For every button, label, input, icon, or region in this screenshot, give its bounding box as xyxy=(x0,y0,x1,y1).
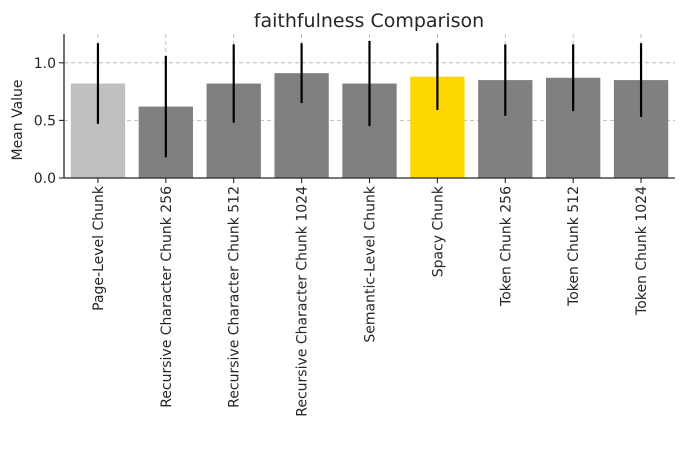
x-tick-label: Page-Level Chunk xyxy=(91,185,107,311)
x-tick-label: Token Chunk 256 xyxy=(498,186,514,307)
chart-title: faithfulness Comparison xyxy=(254,10,484,32)
y-tick-label: 0.5 xyxy=(34,113,56,129)
y-tick-label: 1.0 xyxy=(34,56,56,72)
axes xyxy=(59,34,675,183)
y-axis-label: Mean Value xyxy=(10,79,26,160)
error-bars xyxy=(96,40,643,158)
x-tick-label: Token Chunk 512 xyxy=(566,186,582,307)
tick-labels: 0.0 0.5 1.0 Page-Level Chunk Recursive Chara… xyxy=(34,56,650,417)
x-tick-label: Recursive Character Chunk 1024 xyxy=(295,186,311,417)
x-tick-label: Semantic-Level Chunk xyxy=(363,185,379,343)
x-tick-label: Token Chunk 1024 xyxy=(634,186,650,316)
x-tick-label: Spacy Chunk xyxy=(430,185,446,277)
x-tick-label: Recursive Character Chunk 512 xyxy=(227,186,243,408)
y-tick-label: 0.0 xyxy=(34,171,56,187)
x-tick-label: Recursive Character Chunk 256 xyxy=(159,186,175,408)
